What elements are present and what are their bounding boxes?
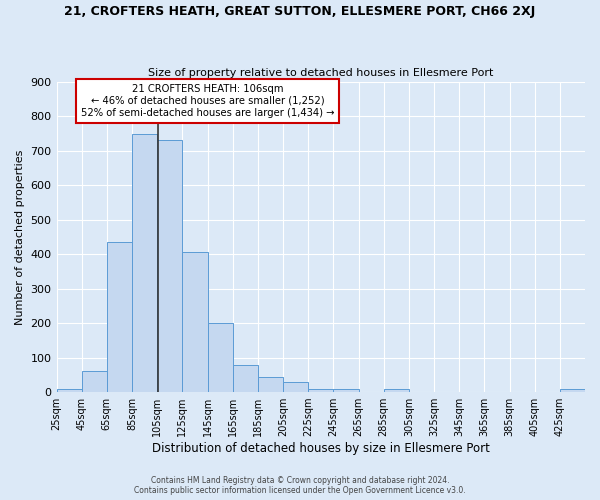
Bar [208, 323, 233, 392]
Bar [157, 140, 182, 392]
Bar [308, 388, 334, 392]
Bar [107, 242, 132, 392]
Text: Contains HM Land Registry data © Crown copyright and database right 2024.
Contai: Contains HM Land Registry data © Crown c… [134, 476, 466, 495]
Y-axis label: Number of detached properties: Number of detached properties [15, 149, 25, 324]
Text: 21 CROFTERS HEATH: 106sqm
← 46% of detached houses are smaller (1,252)
52% of se: 21 CROFTERS HEATH: 106sqm ← 46% of detac… [81, 84, 334, 117]
Bar [182, 252, 208, 392]
Bar [233, 365, 258, 392]
Bar [383, 390, 409, 392]
Bar [82, 372, 107, 392]
Bar [560, 390, 585, 392]
Bar [56, 388, 82, 392]
Bar [283, 382, 308, 392]
X-axis label: Distribution of detached houses by size in Ellesmere Port: Distribution of detached houses by size … [152, 442, 490, 455]
Bar [132, 134, 157, 392]
Bar [258, 376, 283, 392]
Text: 21, CROFTERS HEATH, GREAT SUTTON, ELLESMERE PORT, CH66 2XJ: 21, CROFTERS HEATH, GREAT SUTTON, ELLESM… [64, 5, 536, 18]
Title: Size of property relative to detached houses in Ellesmere Port: Size of property relative to detached ho… [148, 68, 493, 78]
Bar [334, 388, 359, 392]
